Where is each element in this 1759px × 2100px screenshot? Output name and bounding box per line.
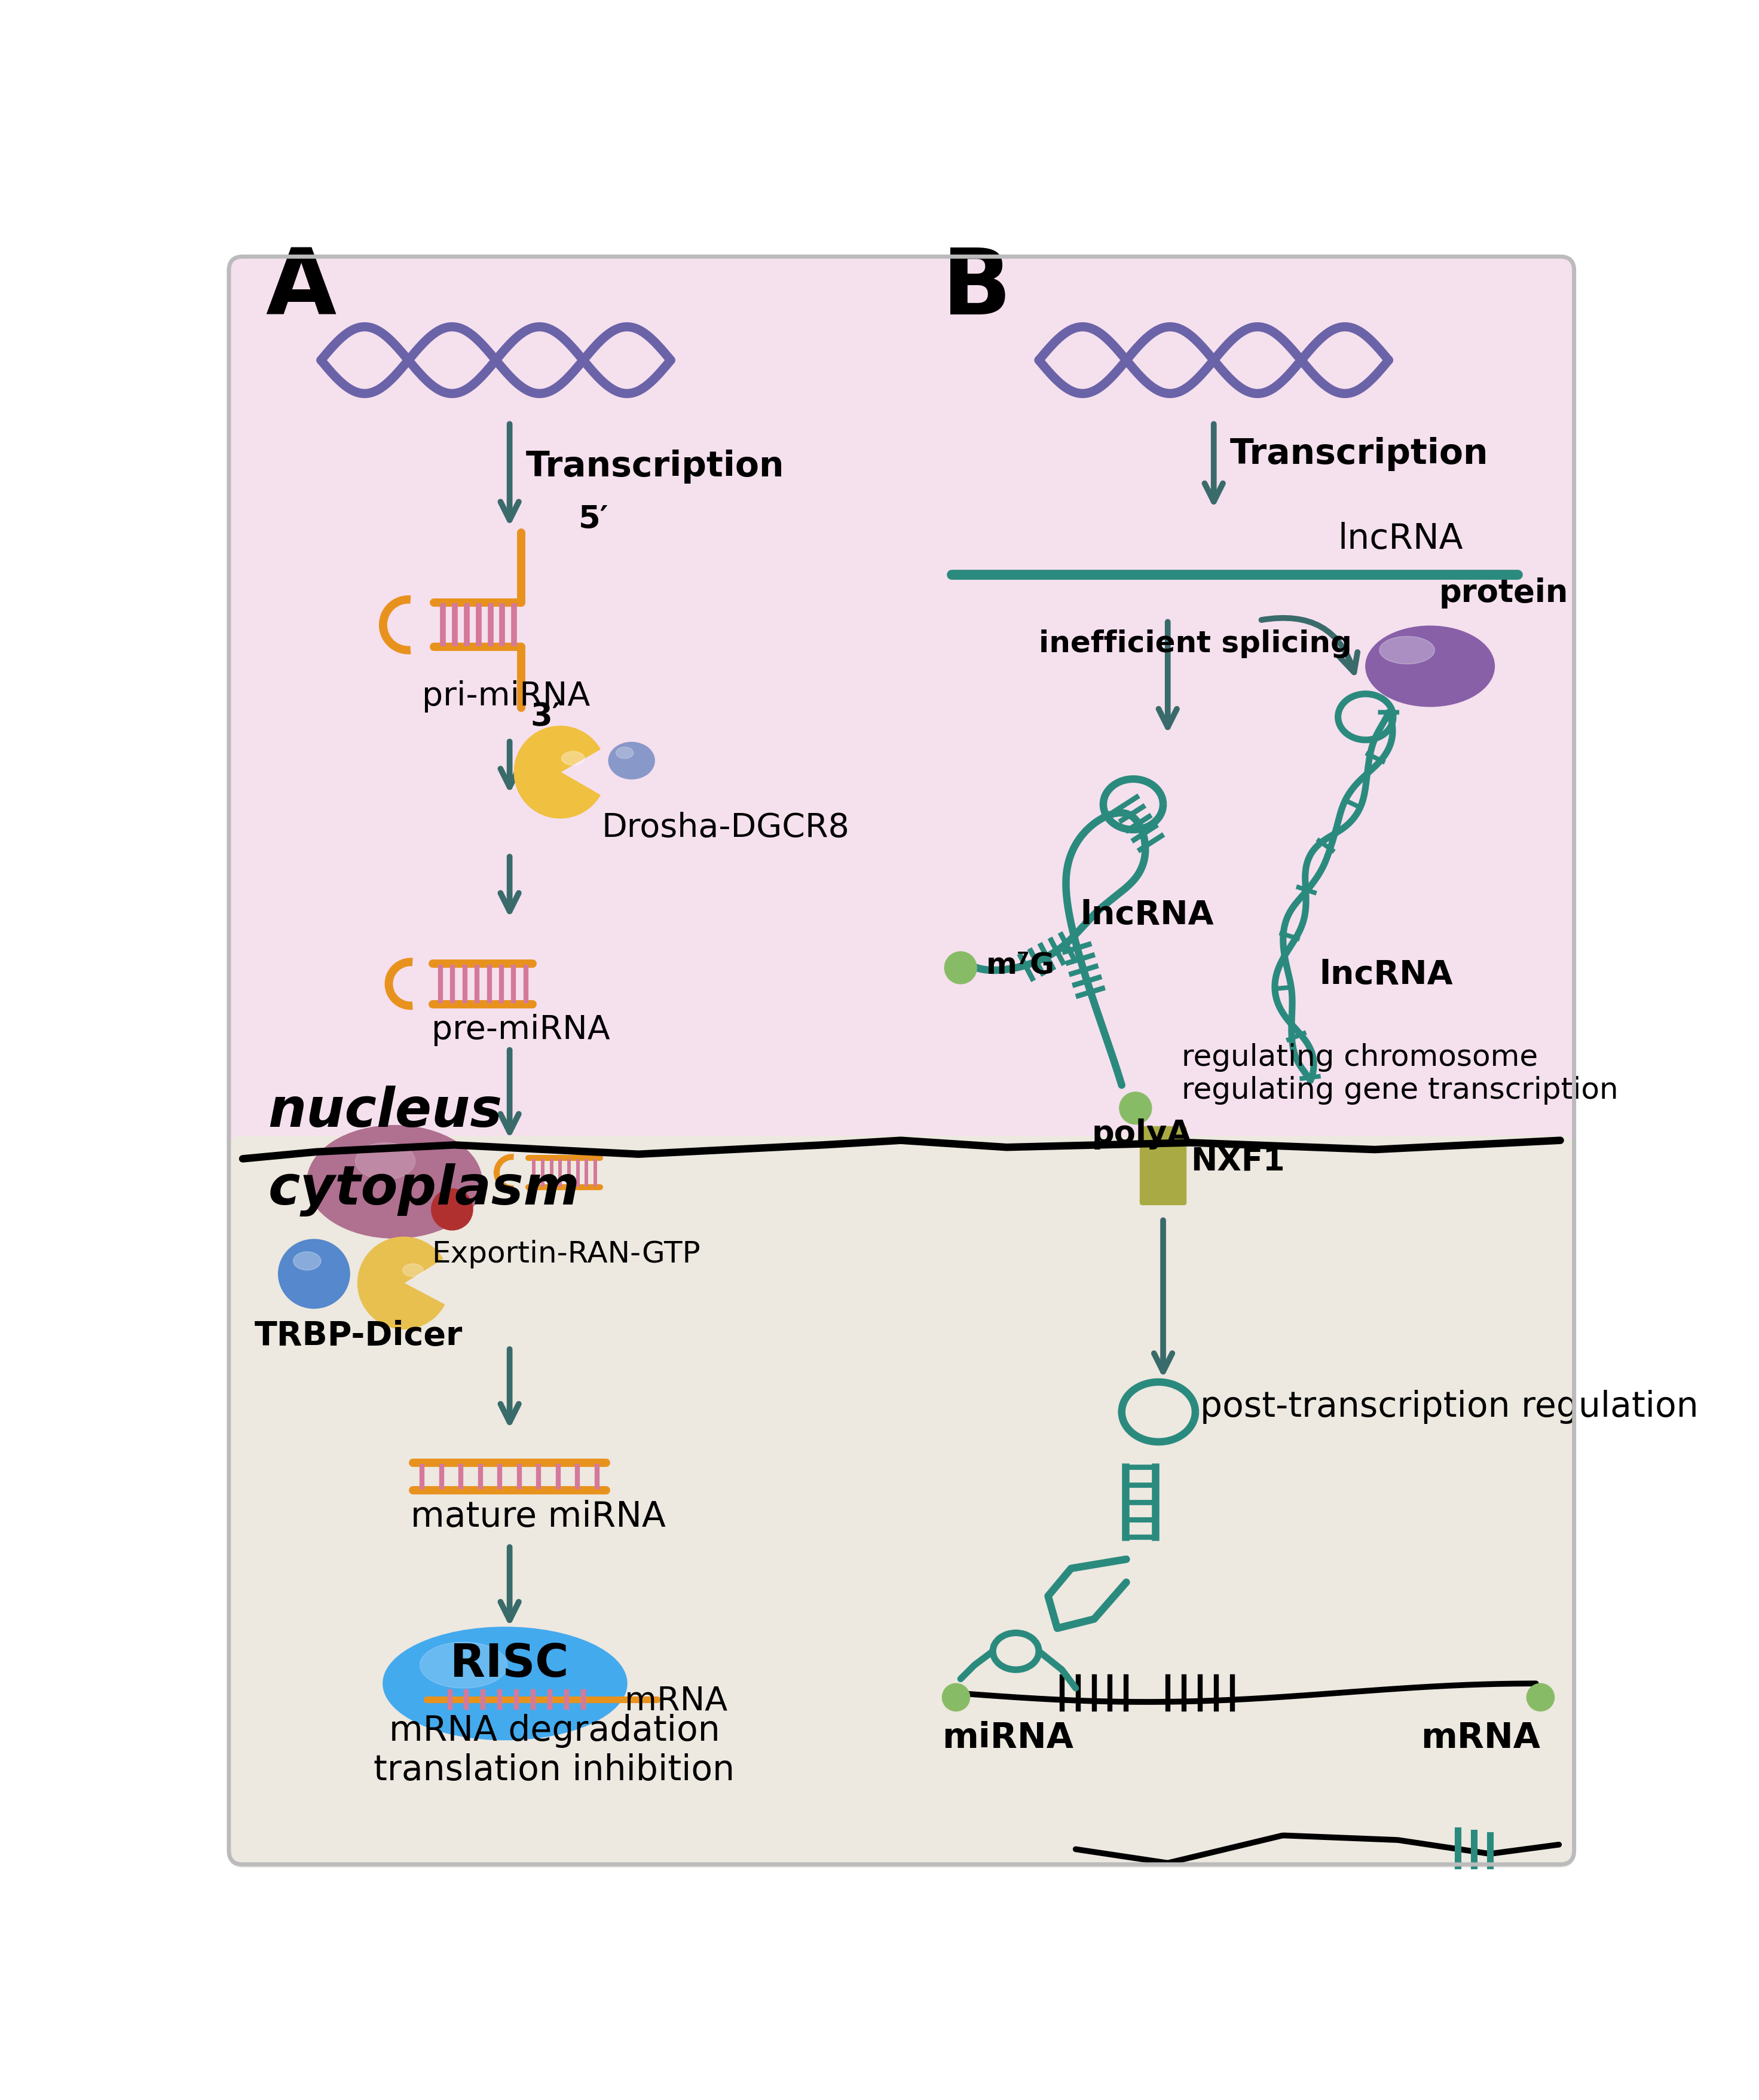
Wedge shape: [514, 727, 600, 819]
Circle shape: [1527, 1684, 1555, 1712]
Ellipse shape: [1365, 626, 1495, 706]
Text: m⁷G: m⁷G: [987, 951, 1055, 979]
Text: Drosha-DGCR8: Drosha-DGCR8: [602, 811, 850, 844]
Circle shape: [943, 1684, 969, 1712]
Text: mRNA degradation
translation inhibition: mRNA degradation translation inhibition: [375, 1714, 735, 1787]
FancyBboxPatch shape: [229, 256, 1574, 1865]
Ellipse shape: [609, 741, 654, 779]
Ellipse shape: [1379, 636, 1435, 664]
Text: lncRNA: lncRNA: [1080, 899, 1214, 930]
Text: mRNA: mRNA: [1421, 1722, 1541, 1756]
Text: 3′: 3′: [529, 701, 561, 733]
Circle shape: [431, 1189, 473, 1231]
Text: cytoplasm: cytoplasm: [267, 1163, 580, 1216]
Text: protein: protein: [1439, 578, 1569, 609]
Text: lncRNA: lncRNA: [1319, 960, 1453, 991]
FancyBboxPatch shape: [1140, 1126, 1186, 1205]
Ellipse shape: [355, 1142, 415, 1180]
Ellipse shape: [616, 748, 633, 758]
Ellipse shape: [403, 1264, 424, 1277]
Text: Exportin-RAN-GTP: Exportin-RAN-GTP: [431, 1239, 700, 1268]
Text: nucleus: nucleus: [267, 1086, 503, 1138]
Text: B: B: [943, 244, 1011, 334]
Text: RISC: RISC: [450, 1642, 568, 1686]
Circle shape: [1119, 1092, 1152, 1124]
Wedge shape: [357, 1237, 445, 1329]
Text: mRNA: mRNA: [624, 1684, 728, 1718]
Text: A: A: [266, 244, 336, 334]
Text: Transcription: Transcription: [526, 449, 785, 483]
Text: TRBP-Dicer: TRBP-Dicer: [255, 1321, 463, 1352]
Text: polyA: polyA: [1092, 1117, 1193, 1149]
Text: inefficient splicing: inefficient splicing: [1040, 630, 1353, 659]
Text: post-transcription regulation: post-transcription regulation: [1200, 1390, 1697, 1424]
Text: lncRNA: lncRNA: [1339, 523, 1463, 556]
Ellipse shape: [308, 1126, 482, 1239]
FancyBboxPatch shape: [229, 1136, 1574, 1867]
Text: regulating chromosome
regulating gene transcription: regulating chromosome regulating gene tr…: [1182, 1044, 1618, 1105]
Text: 5′: 5′: [579, 504, 609, 536]
Text: pri-miRNA: pri-miRNA: [422, 680, 591, 712]
Text: mature miRNA: mature miRNA: [410, 1499, 665, 1535]
Ellipse shape: [294, 1252, 320, 1270]
Ellipse shape: [383, 1628, 626, 1741]
Ellipse shape: [561, 752, 584, 764]
Text: pre-miRNA: pre-miRNA: [431, 1014, 610, 1046]
Ellipse shape: [420, 1642, 507, 1688]
Text: miRNA: miRNA: [943, 1722, 1073, 1756]
Text: Transcription: Transcription: [1230, 437, 1488, 470]
Ellipse shape: [278, 1239, 350, 1308]
Text: NXF1: NXF1: [1191, 1147, 1284, 1176]
Circle shape: [945, 951, 976, 985]
